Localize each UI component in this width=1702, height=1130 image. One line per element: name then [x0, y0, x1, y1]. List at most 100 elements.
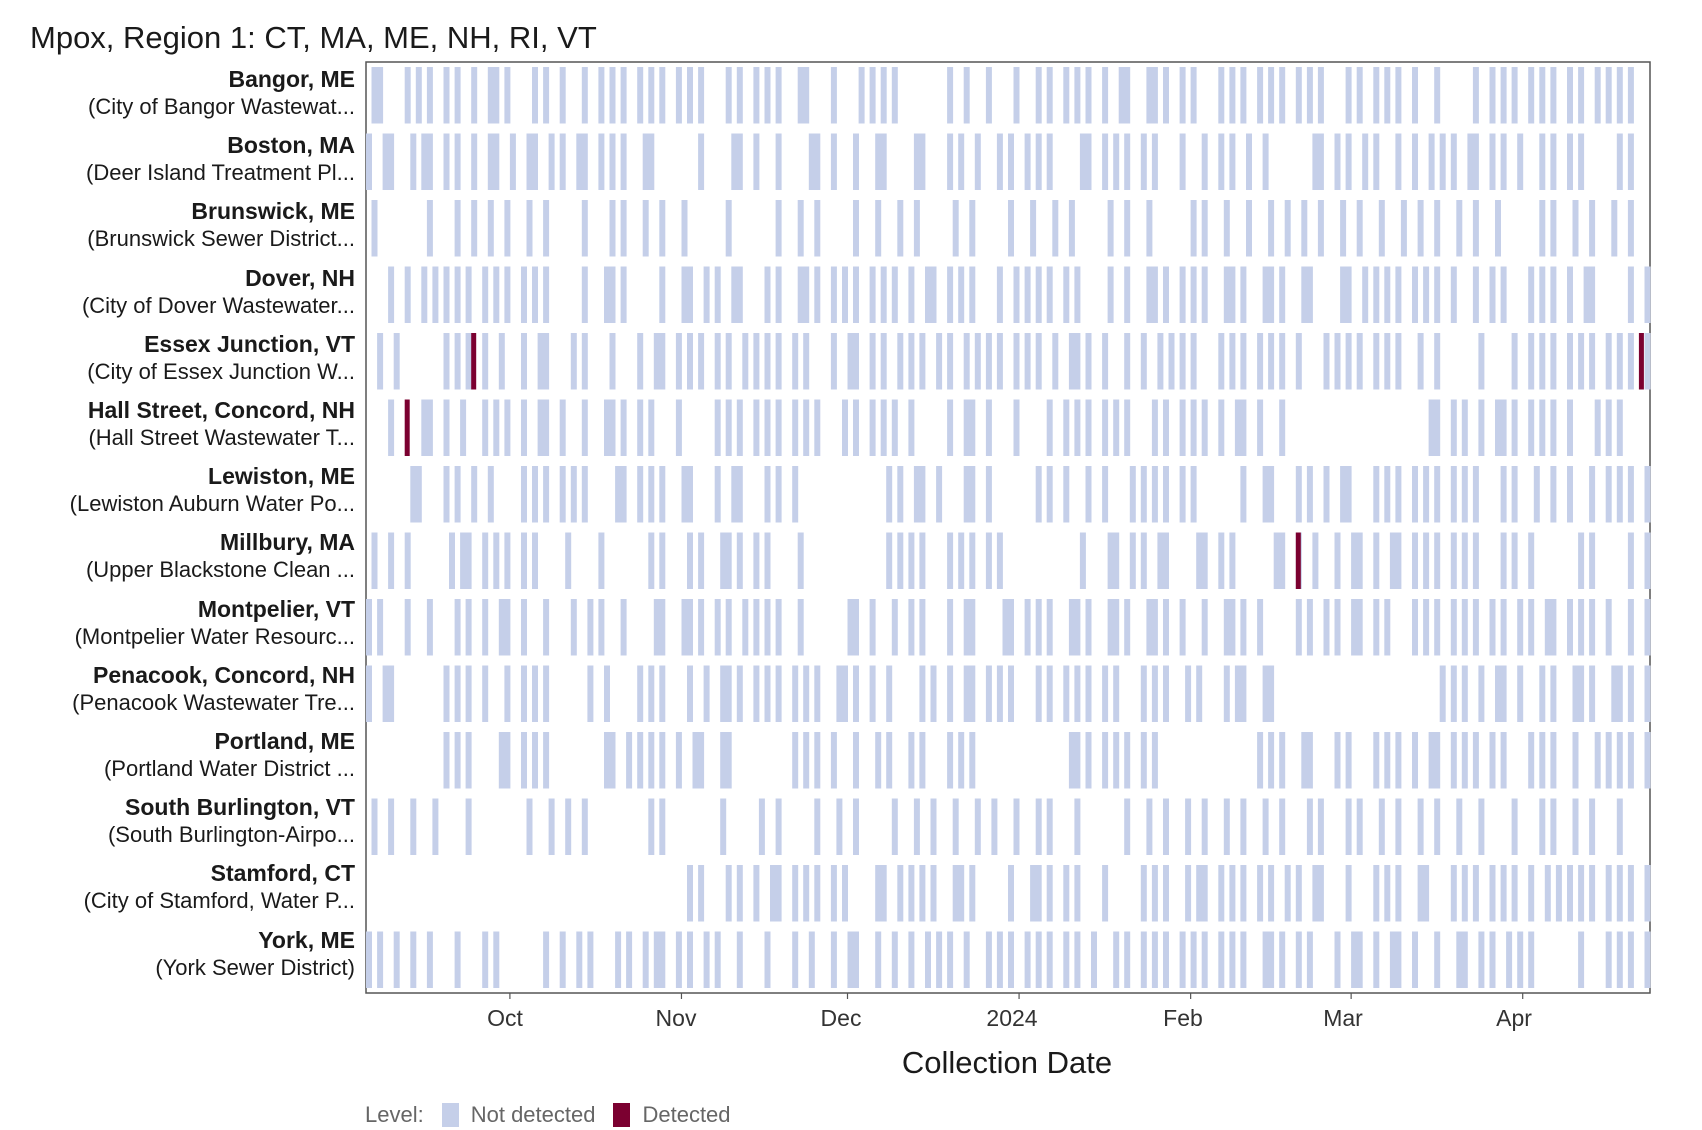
sample-not-detected — [803, 67, 810, 124]
sample-not-detected — [1124, 133, 1131, 190]
sample-not-detected — [1550, 732, 1557, 789]
sample-not-detected — [1478, 798, 1485, 855]
sample-not-detected — [393, 333, 400, 390]
legend-item-not-detected: Not detected — [441, 1102, 595, 1128]
legend-item-detected: Detected — [613, 1102, 731, 1128]
sample-detected — [471, 333, 477, 390]
sample-not-detected — [1340, 200, 1347, 257]
sample-not-detected — [377, 931, 384, 988]
sample-not-detected — [853, 599, 859, 656]
sample-not-detected — [1472, 466, 1479, 523]
sample-not-detected — [1472, 865, 1479, 922]
sample-not-detected — [958, 133, 965, 190]
sample-not-detected — [620, 266, 627, 323]
sample-not-detected — [443, 466, 450, 523]
sample-not-detected — [969, 200, 976, 257]
sample-not-detected — [410, 133, 417, 190]
sample-not-detected — [1190, 266, 1197, 323]
sample-not-detected — [1517, 133, 1524, 190]
sample-not-detected — [526, 200, 533, 257]
sample-not-detected — [543, 665, 550, 722]
sample-not-detected — [1179, 266, 1186, 323]
sample-not-detected — [1218, 931, 1225, 988]
sample-not-detected — [366, 133, 372, 190]
sample-not-detected — [1024, 266, 1031, 323]
sample-not-detected — [1301, 732, 1308, 789]
sample-not-detected — [1030, 200, 1037, 257]
sample-not-detected — [1229, 599, 1236, 656]
sample-not-detected — [714, 333, 721, 390]
sample-not-detected — [465, 532, 472, 589]
sample-not-detected — [1240, 599, 1247, 656]
plot-border — [365, 61, 1651, 994]
sample-not-detected — [969, 599, 976, 656]
sample-not-detected — [814, 732, 821, 789]
sample-not-detected — [377, 599, 384, 656]
sample-not-detected — [1102, 732, 1109, 789]
sample-not-detected — [509, 133, 516, 190]
sample-not-detected — [642, 931, 649, 988]
sample-not-detected — [1495, 399, 1501, 456]
sample-not-detected — [1279, 67, 1286, 124]
sample-not-detected — [1356, 599, 1363, 656]
sample-not-detected — [1317, 133, 1324, 190]
sample-not-detected — [426, 399, 433, 456]
sample-not-detected — [1085, 67, 1092, 124]
sample-not-detected — [1257, 599, 1264, 656]
sample-not-detected — [1201, 399, 1208, 456]
sample-not-detected — [886, 466, 893, 523]
sample-not-detected — [1157, 333, 1164, 390]
sample-not-detected — [1284, 200, 1291, 257]
sample-not-detected — [736, 466, 743, 523]
sample-not-detected — [581, 466, 588, 523]
sample-not-detected — [1511, 466, 1518, 523]
sample-not-detected — [1439, 133, 1446, 190]
sample-not-detected — [985, 399, 992, 456]
sample-not-detected — [1539, 266, 1546, 323]
sample-not-detected — [1013, 798, 1020, 855]
sample-not-detected — [919, 133, 926, 190]
sample-not-detected — [1627, 931, 1634, 988]
sample-not-detected — [891, 599, 898, 656]
sample-not-detected — [642, 200, 649, 257]
sample-not-detected — [1417, 865, 1424, 922]
sample-not-detected — [532, 67, 538, 124]
sample-not-detected — [1345, 732, 1352, 789]
sample-not-detected — [703, 931, 710, 988]
site-label: Boston, MA (Deer Island Treatment Pl... — [0, 132, 355, 186]
sample-not-detected — [1423, 865, 1430, 922]
sample-not-detected — [1030, 865, 1037, 922]
sample-not-detected — [1163, 399, 1169, 456]
sample-not-detected — [1218, 532, 1225, 589]
sample-not-detected — [581, 399, 588, 456]
sample-not-detected — [443, 133, 450, 190]
sample-not-detected — [1611, 665, 1618, 722]
site-label: Stamford, CT (City of Stamford, Water P..… — [0, 860, 355, 914]
sample-not-detected — [371, 798, 378, 855]
sample-not-detected — [803, 732, 810, 789]
sample-not-detected — [1511, 333, 1518, 390]
sample-not-detected — [1373, 67, 1380, 124]
sample-not-detected — [1450, 599, 1457, 656]
sample-not-detected — [1046, 67, 1053, 124]
sample-not-detected — [504, 399, 511, 456]
sample-not-detected — [908, 865, 915, 922]
sample-not-detected — [985, 466, 992, 523]
sample-not-detected — [1450, 732, 1457, 789]
sample-not-detected — [1163, 599, 1169, 656]
sample-not-detected — [1046, 133, 1053, 190]
sample-not-detected — [1489, 67, 1496, 124]
sample-not-detected — [1395, 532, 1402, 589]
sample-not-detected — [814, 865, 821, 922]
sample-not-detected — [659, 67, 666, 124]
sample-not-detected — [725, 67, 732, 124]
sample-not-detected — [1578, 133, 1585, 190]
sample-not-detected — [1008, 599, 1014, 656]
sample-not-detected — [1201, 200, 1208, 257]
sample-not-detected — [659, 599, 666, 656]
sample-not-detected — [1489, 931, 1496, 988]
site-name: Brunswick, ME — [191, 198, 355, 225]
sample-not-detected — [675, 399, 682, 456]
sample-not-detected — [1063, 865, 1070, 922]
sample-not-detected — [1196, 865, 1203, 922]
